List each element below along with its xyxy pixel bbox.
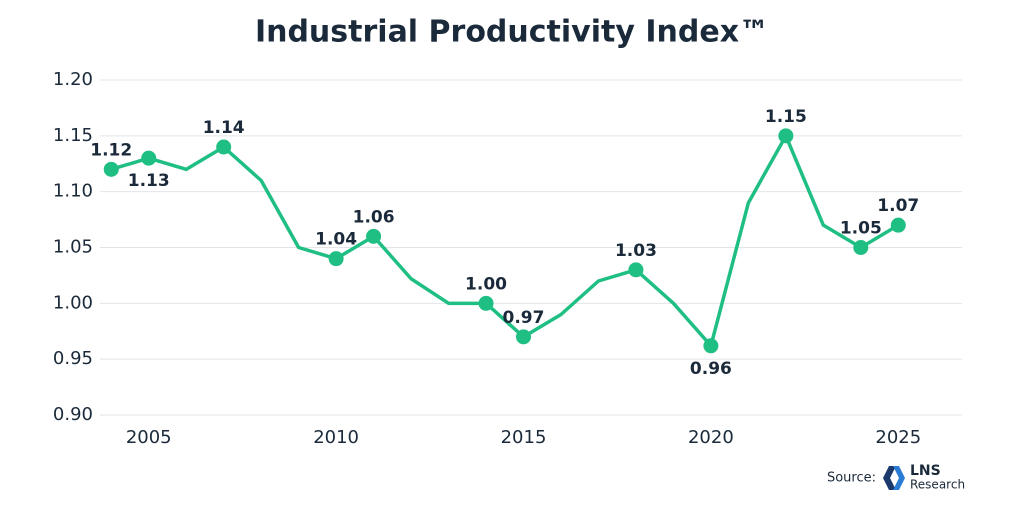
data-point (328, 251, 344, 267)
data-point (778, 128, 794, 144)
logo-mark (883, 466, 896, 490)
data-label: 1.03 (615, 241, 657, 261)
logo-mark (893, 466, 905, 490)
data-label: 0.97 (503, 308, 545, 328)
chart-title: Industrial Productivity Index™ (255, 15, 769, 50)
data-point (141, 150, 157, 166)
data-label: 1.13 (128, 171, 170, 191)
logo-name: LNS (910, 463, 941, 479)
data-label: 1.05 (840, 219, 882, 239)
y-tick-label: 0.95 (53, 348, 93, 369)
logo-sub: Research (910, 478, 965, 492)
data-point (366, 228, 382, 244)
data-point (103, 161, 119, 177)
y-tick-label: 1.05 (53, 237, 93, 258)
data-point (628, 262, 644, 278)
data-label: 1.07 (877, 196, 919, 216)
data-line (110, 134, 900, 348)
x-tick-label: 2010 (313, 427, 359, 448)
data-point (890, 217, 906, 233)
data-label: 1.00 (465, 274, 507, 294)
data-point (703, 338, 719, 354)
logo (883, 466, 905, 490)
x-tick-label: 2020 (688, 427, 734, 448)
data-label: 0.96 (690, 359, 732, 379)
y-tick-label: 1.00 (53, 292, 93, 313)
y-tick-label: 1.10 (53, 181, 93, 202)
data-point (516, 329, 532, 345)
data-point (478, 295, 494, 311)
data-point (216, 139, 232, 155)
data-point (853, 240, 869, 255)
x-tick-label: 2005 (126, 427, 172, 448)
data-label: 1.14 (203, 118, 245, 138)
data-label: 1.04 (315, 230, 357, 250)
y-tick-label: 1.15 (53, 125, 93, 146)
data-label: 1.12 (90, 140, 132, 160)
y-tick-label: 0.90 (53, 404, 93, 425)
x-tick-label: 2015 (501, 427, 547, 448)
source-label: Source: (827, 471, 876, 486)
data-label: 1.15 (765, 107, 807, 127)
y-tick-label: 1.20 (53, 69, 93, 90)
x-tick-label: 2025 (875, 427, 921, 448)
data-label: 1.06 (353, 207, 395, 227)
